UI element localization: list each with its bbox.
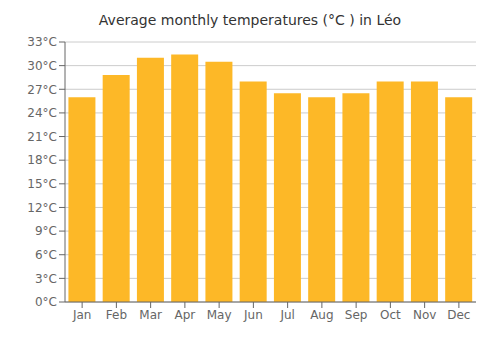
svg-text:12°C: 12°C xyxy=(27,201,57,215)
svg-text:6°C: 6°C xyxy=(35,248,57,262)
svg-text:0°C: 0°C xyxy=(35,295,57,309)
svg-text:18°C: 18°C xyxy=(27,153,57,167)
svg-text:Mar: Mar xyxy=(139,308,162,322)
svg-text:30°C: 30°C xyxy=(27,59,57,73)
svg-text:Oct: Oct xyxy=(380,308,401,322)
svg-text:Nov: Nov xyxy=(413,308,436,322)
svg-text:Jun: Jun xyxy=(243,308,263,322)
svg-text:Apr: Apr xyxy=(174,308,195,322)
svg-text:Dec: Dec xyxy=(447,308,470,322)
svg-text:Jul: Jul xyxy=(279,308,294,322)
svg-text:Sep: Sep xyxy=(345,308,368,322)
svg-text:3°C: 3°C xyxy=(35,272,57,286)
svg-text:21°C: 21°C xyxy=(27,130,57,144)
svg-text:9°C: 9°C xyxy=(35,224,57,238)
svg-text:24°C: 24°C xyxy=(27,106,57,120)
svg-text:Feb: Feb xyxy=(106,308,127,322)
svg-text:15°C: 15°C xyxy=(27,177,57,191)
svg-text:33°C: 33°C xyxy=(27,35,57,49)
svg-text:27°C: 27°C xyxy=(27,83,57,97)
html-text:Average monthly temperatures (: Average monthly temperatures (°C ) in Lé… xyxy=(98,12,402,28)
svg-text:May: May xyxy=(207,308,232,322)
svg-text:Aug: Aug xyxy=(310,308,333,322)
svg-text:Jan: Jan xyxy=(72,308,92,322)
